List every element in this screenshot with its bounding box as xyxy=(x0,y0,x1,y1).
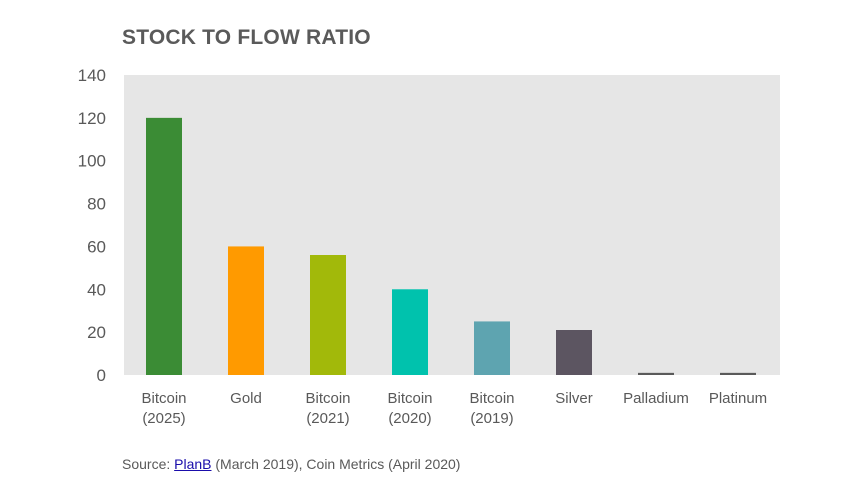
source-prefix: Source: xyxy=(122,456,175,472)
bar xyxy=(474,321,510,375)
bar xyxy=(556,330,592,375)
y-tick-label: 140 xyxy=(78,66,106,85)
x-tick-label: Silver xyxy=(555,390,593,407)
x-tick-label: Platinum xyxy=(709,390,767,407)
bar xyxy=(392,289,428,375)
y-tick-label: 40 xyxy=(87,280,106,299)
y-axis: 0 20 40 60 80 100 120 140 xyxy=(78,66,106,385)
y-tick-label: 60 xyxy=(87,237,106,256)
bar xyxy=(310,255,346,375)
source-suffix: (March 2019), Coin Metrics (April 2020) xyxy=(211,456,461,472)
bar xyxy=(720,372,756,375)
x-tick-label: Bitcoin (2020) xyxy=(387,390,432,427)
chart-title: STOCK TO FLOW RATIO xyxy=(122,26,371,49)
y-tick-label: 0 xyxy=(97,366,106,385)
x-tick-label: Palladium xyxy=(623,390,689,407)
bars xyxy=(146,117,756,375)
plot-area xyxy=(124,75,780,375)
x-tick-label: Gold xyxy=(230,390,262,407)
x-axis-labels: Bitcoin (2025) Gold Bitcoin (2021) Bitcoin (20… xyxy=(141,390,767,427)
bar xyxy=(638,372,674,375)
bar xyxy=(228,246,264,375)
y-tick-label: 120 xyxy=(78,109,106,128)
y-tick-label: 20 xyxy=(87,323,106,342)
x-tick-label: Bitcoin (2019) xyxy=(469,390,514,427)
y-tick-label: 80 xyxy=(87,195,106,214)
source-link-planb[interactable]: PlanB xyxy=(174,456,212,472)
y-tick-label: 100 xyxy=(78,152,106,171)
bar xyxy=(146,117,182,375)
x-tick-label: Bitcoin (2025) xyxy=(141,390,186,427)
x-tick-label: Bitcoin (2021) xyxy=(305,390,350,427)
source-note: Source: PlanB (March 2019), Coin Metrics… xyxy=(122,456,460,472)
